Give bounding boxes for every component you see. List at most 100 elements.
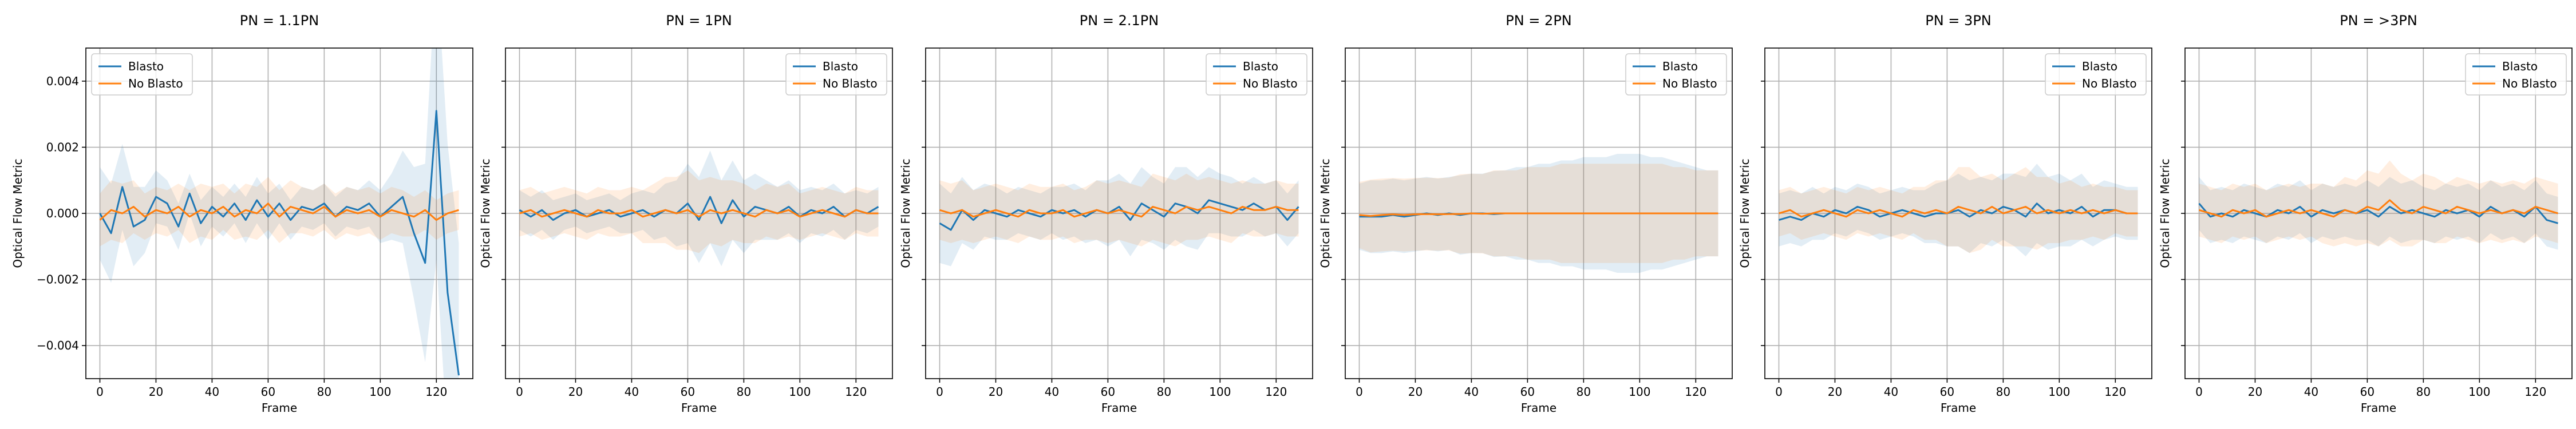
x-axis-label: Frame [1941, 401, 1976, 415]
y-tick-label: −0.004 [37, 339, 79, 352]
x-tick-label: 100 [1209, 385, 1231, 399]
series-line-blasto [1779, 202, 2138, 221]
y-axis-label: Optical Flow Metric [2158, 158, 2172, 268]
confidence-band-no-blasto [519, 170, 879, 253]
confidence-band-blasto [519, 150, 879, 267]
x-tick-label: 120 [425, 385, 447, 399]
y-axis-label: Optical Flow Metric [1738, 158, 1752, 268]
plot-area [99, 48, 460, 379]
x-tick-label: 20 [568, 385, 583, 399]
x-tick-label: 0 [96, 385, 104, 399]
legend: Blasto No Blasto [1625, 53, 1727, 96]
x-tick-label: 60 [261, 385, 275, 399]
legend-label: No Blasto [823, 77, 878, 90]
series-line-no-blasto [1359, 212, 1718, 217]
x-tick-label: 120 [2524, 385, 2546, 399]
x-tick-label: 0 [2195, 385, 2203, 399]
chart-panel-4: PN = 2PN 0 20 40 60 80 100 120 Frame Optical Flow… [1318, 13, 1733, 415]
plot-area [2198, 160, 2558, 250]
legend: Blasto No Blasto [785, 53, 887, 96]
plot-area [519, 150, 879, 267]
chart-panel-3: PN = 2.1PN 0 20 40 60 80 100 120 Frame Optical Fl… [899, 13, 1313, 415]
series-line-blasto [2198, 202, 2558, 224]
x-axis-label: Frame [1521, 401, 1556, 415]
x-tick-label: 120 [1685, 385, 1706, 399]
x-tick-label: 0 [1356, 385, 1363, 399]
x-tick-label: 40 [625, 385, 639, 399]
series-line-no-blasto [2199, 199, 2558, 218]
chart-panel-5: PN = 3PN 0 20 40 60 80 100 120 Frame Optical Flow… [1738, 13, 2152, 415]
x-tick-label: 60 [1520, 385, 1535, 399]
series-line-blasto [519, 196, 879, 224]
x-tick-label: 80 [1577, 385, 1591, 399]
x-tick-label: 40 [1884, 385, 1898, 399]
x-axis-label: Frame [2361, 401, 2396, 415]
legend-label: No Blasto [1662, 77, 1717, 90]
chart-panel-1: PN = 1.1PN 0 20 40 60 80 100 120 −0.004 −0.002 0.0… [11, 13, 473, 415]
chart-title: PN = 1PN [666, 13, 732, 29]
legend-label: No Blasto [128, 77, 183, 90]
legend: Blasto No Blasto [1206, 53, 1307, 96]
chart-title: PN = 2.1PN [1080, 13, 1159, 29]
x-tick-label: 100 [2468, 385, 2490, 399]
plot-area [1359, 154, 1718, 273]
x-tick-label: 120 [1265, 385, 1287, 399]
x-tick-label: 100 [369, 385, 391, 399]
x-tick-label: 80 [1996, 385, 2010, 399]
y-tick-label: 0.002 [46, 140, 79, 154]
y-tick-label: −0.002 [37, 273, 79, 287]
legend-box [91, 53, 193, 96]
x-tick-label: 60 [1940, 385, 1954, 399]
x-axis-label: Frame [1101, 401, 1137, 415]
x-tick-label: 60 [681, 385, 695, 399]
x-tick-label: 20 [1828, 385, 1842, 399]
x-tick-label: 100 [1629, 385, 1650, 399]
x-axis-label: Frame [681, 401, 717, 415]
legend-label: Blasto [1662, 59, 1698, 73]
legend-box [2045, 53, 2147, 96]
plot-area [939, 167, 1299, 267]
x-tick-label: 0 [936, 385, 943, 399]
y-axis-label: Optical Flow Metric [479, 158, 492, 268]
series-line-blasto [99, 110, 460, 376]
legend-box [1625, 53, 1727, 96]
x-tick-label: 0 [516, 385, 523, 399]
legend-box [2465, 53, 2567, 96]
x-tick-label: 120 [2104, 385, 2126, 399]
legend: Blasto No Blasto [2045, 53, 2147, 96]
x-tick-label: 20 [149, 385, 163, 399]
legend-label: No Blasto [2502, 77, 2557, 90]
series-line-no-blasto [1779, 205, 2138, 218]
x-tick-label: 60 [1101, 385, 1115, 399]
y-tick-label: 0.000 [46, 206, 79, 220]
x-tick-label: 0 [1775, 385, 1783, 399]
x-tick-label: 20 [989, 385, 1003, 399]
y-axis-label: Optical Flow Metric [1318, 158, 1332, 268]
series-line-no-blasto [519, 209, 879, 218]
confidence-band-blasto [939, 167, 1299, 267]
y-axis-label: Optical Flow Metric [899, 158, 912, 268]
legend-label: Blasto [1243, 59, 1278, 73]
legend-label: Blasto [2082, 59, 2117, 73]
x-tick-label: 100 [789, 385, 811, 399]
chart-title: PN = 1.1PN [240, 13, 319, 29]
legend-label: Blasto [2502, 59, 2538, 73]
x-tick-label: 100 [2048, 385, 2070, 399]
x-tick-label: 40 [2304, 385, 2318, 399]
x-tick-label: 40 [1045, 385, 1059, 399]
x-tick-label: 20 [2248, 385, 2262, 399]
legend: Blasto No Blasto [91, 53, 193, 96]
confidence-band-blasto [2199, 177, 2558, 250]
legend: Blasto No Blasto [2465, 53, 2567, 96]
series-line-no-blasto [939, 205, 1299, 218]
legend-label: No Blasto [2082, 77, 2137, 90]
legend-label: Blasto [128, 59, 164, 73]
chart-panel-6: PN = >3PN 0 20 40 60 80 100 120 Frame Optical Flo… [2158, 13, 2573, 415]
confidence-band-no-blasto [2199, 160, 2558, 247]
x-tick-label: 20 [1408, 385, 1423, 399]
x-tick-label: 40 [205, 385, 219, 399]
x-tick-label: 80 [2416, 385, 2431, 399]
x-tick-label: 40 [1464, 385, 1479, 399]
x-axis-label: Frame [262, 401, 297, 415]
